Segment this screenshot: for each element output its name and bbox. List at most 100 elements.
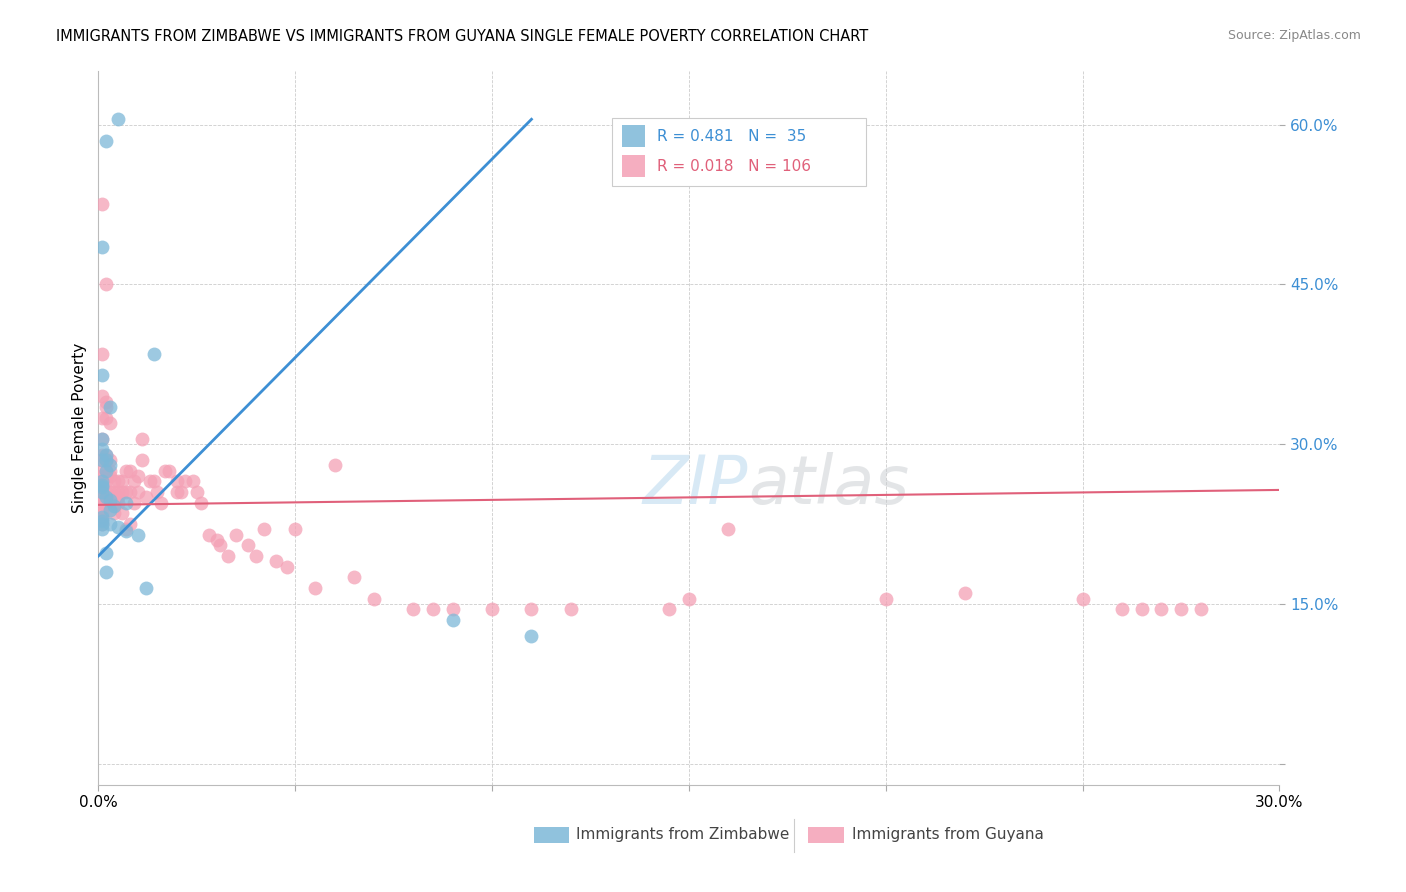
Point <box>402 602 425 616</box>
Point <box>103 491 125 505</box>
Point <box>1111 602 1133 616</box>
Point <box>118 485 141 500</box>
Point <box>197 527 219 541</box>
Point <box>323 458 346 473</box>
Point <box>166 485 188 500</box>
Point <box>363 591 385 606</box>
Point <box>96 410 118 425</box>
Point <box>135 581 157 595</box>
Text: IMMIGRANTS FROM ZIMBABWE VS IMMIGRANTS FROM GUYANA SINGLE FEMALE POVERTY CORRELA: IMMIGRANTS FROM ZIMBABWE VS IMMIGRANTS F… <box>56 29 869 45</box>
Point <box>127 485 149 500</box>
Point <box>91 475 114 489</box>
Text: Immigrants from Guyana: Immigrants from Guyana <box>852 828 1043 842</box>
Point <box>96 546 118 560</box>
Point <box>111 475 134 489</box>
Bar <box>621 155 645 177</box>
Point <box>91 522 114 536</box>
Point <box>96 496 118 510</box>
Point <box>107 485 129 500</box>
Point <box>91 475 114 489</box>
Point <box>91 197 114 211</box>
Point <box>115 496 138 510</box>
Point <box>98 516 121 531</box>
Point <box>174 475 197 489</box>
Point <box>217 549 239 563</box>
Point <box>91 346 114 360</box>
Text: R = 0.018   N = 106: R = 0.018 N = 106 <box>657 159 811 174</box>
Point <box>205 533 228 547</box>
Point <box>91 410 114 425</box>
Point <box>103 496 125 510</box>
Text: Immigrants from Zimbabwe: Immigrants from Zimbabwe <box>576 828 790 842</box>
Point <box>111 485 134 500</box>
Point <box>304 581 326 595</box>
Point <box>122 496 145 510</box>
Point <box>441 613 464 627</box>
Point <box>91 509 114 524</box>
Point <box>422 602 444 616</box>
Point <box>91 516 114 531</box>
Point <box>91 477 114 491</box>
Point <box>96 491 118 505</box>
Point <box>678 591 700 606</box>
Bar <box>612 118 866 186</box>
Point <box>717 522 740 536</box>
Point <box>1189 602 1212 616</box>
Point <box>96 448 118 462</box>
Point <box>96 469 118 483</box>
Point <box>96 453 118 467</box>
Point <box>91 501 114 516</box>
Point <box>96 475 118 489</box>
Point <box>122 475 145 489</box>
Point <box>91 368 114 382</box>
Point <box>118 464 141 478</box>
Point <box>91 389 114 403</box>
Point <box>98 464 121 478</box>
Point <box>186 485 208 500</box>
Point <box>91 485 114 500</box>
Point <box>520 602 543 616</box>
Point <box>91 491 114 505</box>
Point <box>264 554 287 568</box>
Point <box>142 346 165 360</box>
Point <box>118 516 141 531</box>
Point <box>103 475 125 489</box>
Point <box>115 485 138 500</box>
Point <box>107 496 129 510</box>
Point <box>98 458 121 473</box>
Point <box>91 442 114 457</box>
Point <box>91 432 114 446</box>
Point <box>107 520 129 534</box>
Point <box>98 400 121 414</box>
Point <box>157 464 180 478</box>
Point <box>115 464 138 478</box>
Point <box>96 277 118 292</box>
Point <box>560 602 582 616</box>
Point <box>96 453 118 467</box>
Point <box>142 475 165 489</box>
Bar <box>621 126 645 147</box>
Point <box>91 453 114 467</box>
Text: ZIP: ZIP <box>643 452 748 518</box>
Text: atlas: atlas <box>748 452 910 518</box>
Point <box>225 527 247 541</box>
Point <box>875 591 897 606</box>
Point <box>953 586 976 600</box>
Point <box>91 516 114 531</box>
Point <box>253 522 276 536</box>
Point <box>91 453 114 467</box>
Point <box>103 499 125 513</box>
Point <box>96 464 118 478</box>
Point <box>146 485 169 500</box>
Point <box>91 464 114 478</box>
Point <box>91 480 114 494</box>
Point <box>107 491 129 505</box>
Point <box>98 503 121 517</box>
Point <box>91 507 114 521</box>
Point <box>1150 602 1173 616</box>
Point <box>91 432 114 446</box>
Point <box>155 464 177 478</box>
Point <box>91 240 114 254</box>
Point <box>481 602 503 616</box>
Y-axis label: Single Female Poverty: Single Female Poverty <box>72 343 87 513</box>
